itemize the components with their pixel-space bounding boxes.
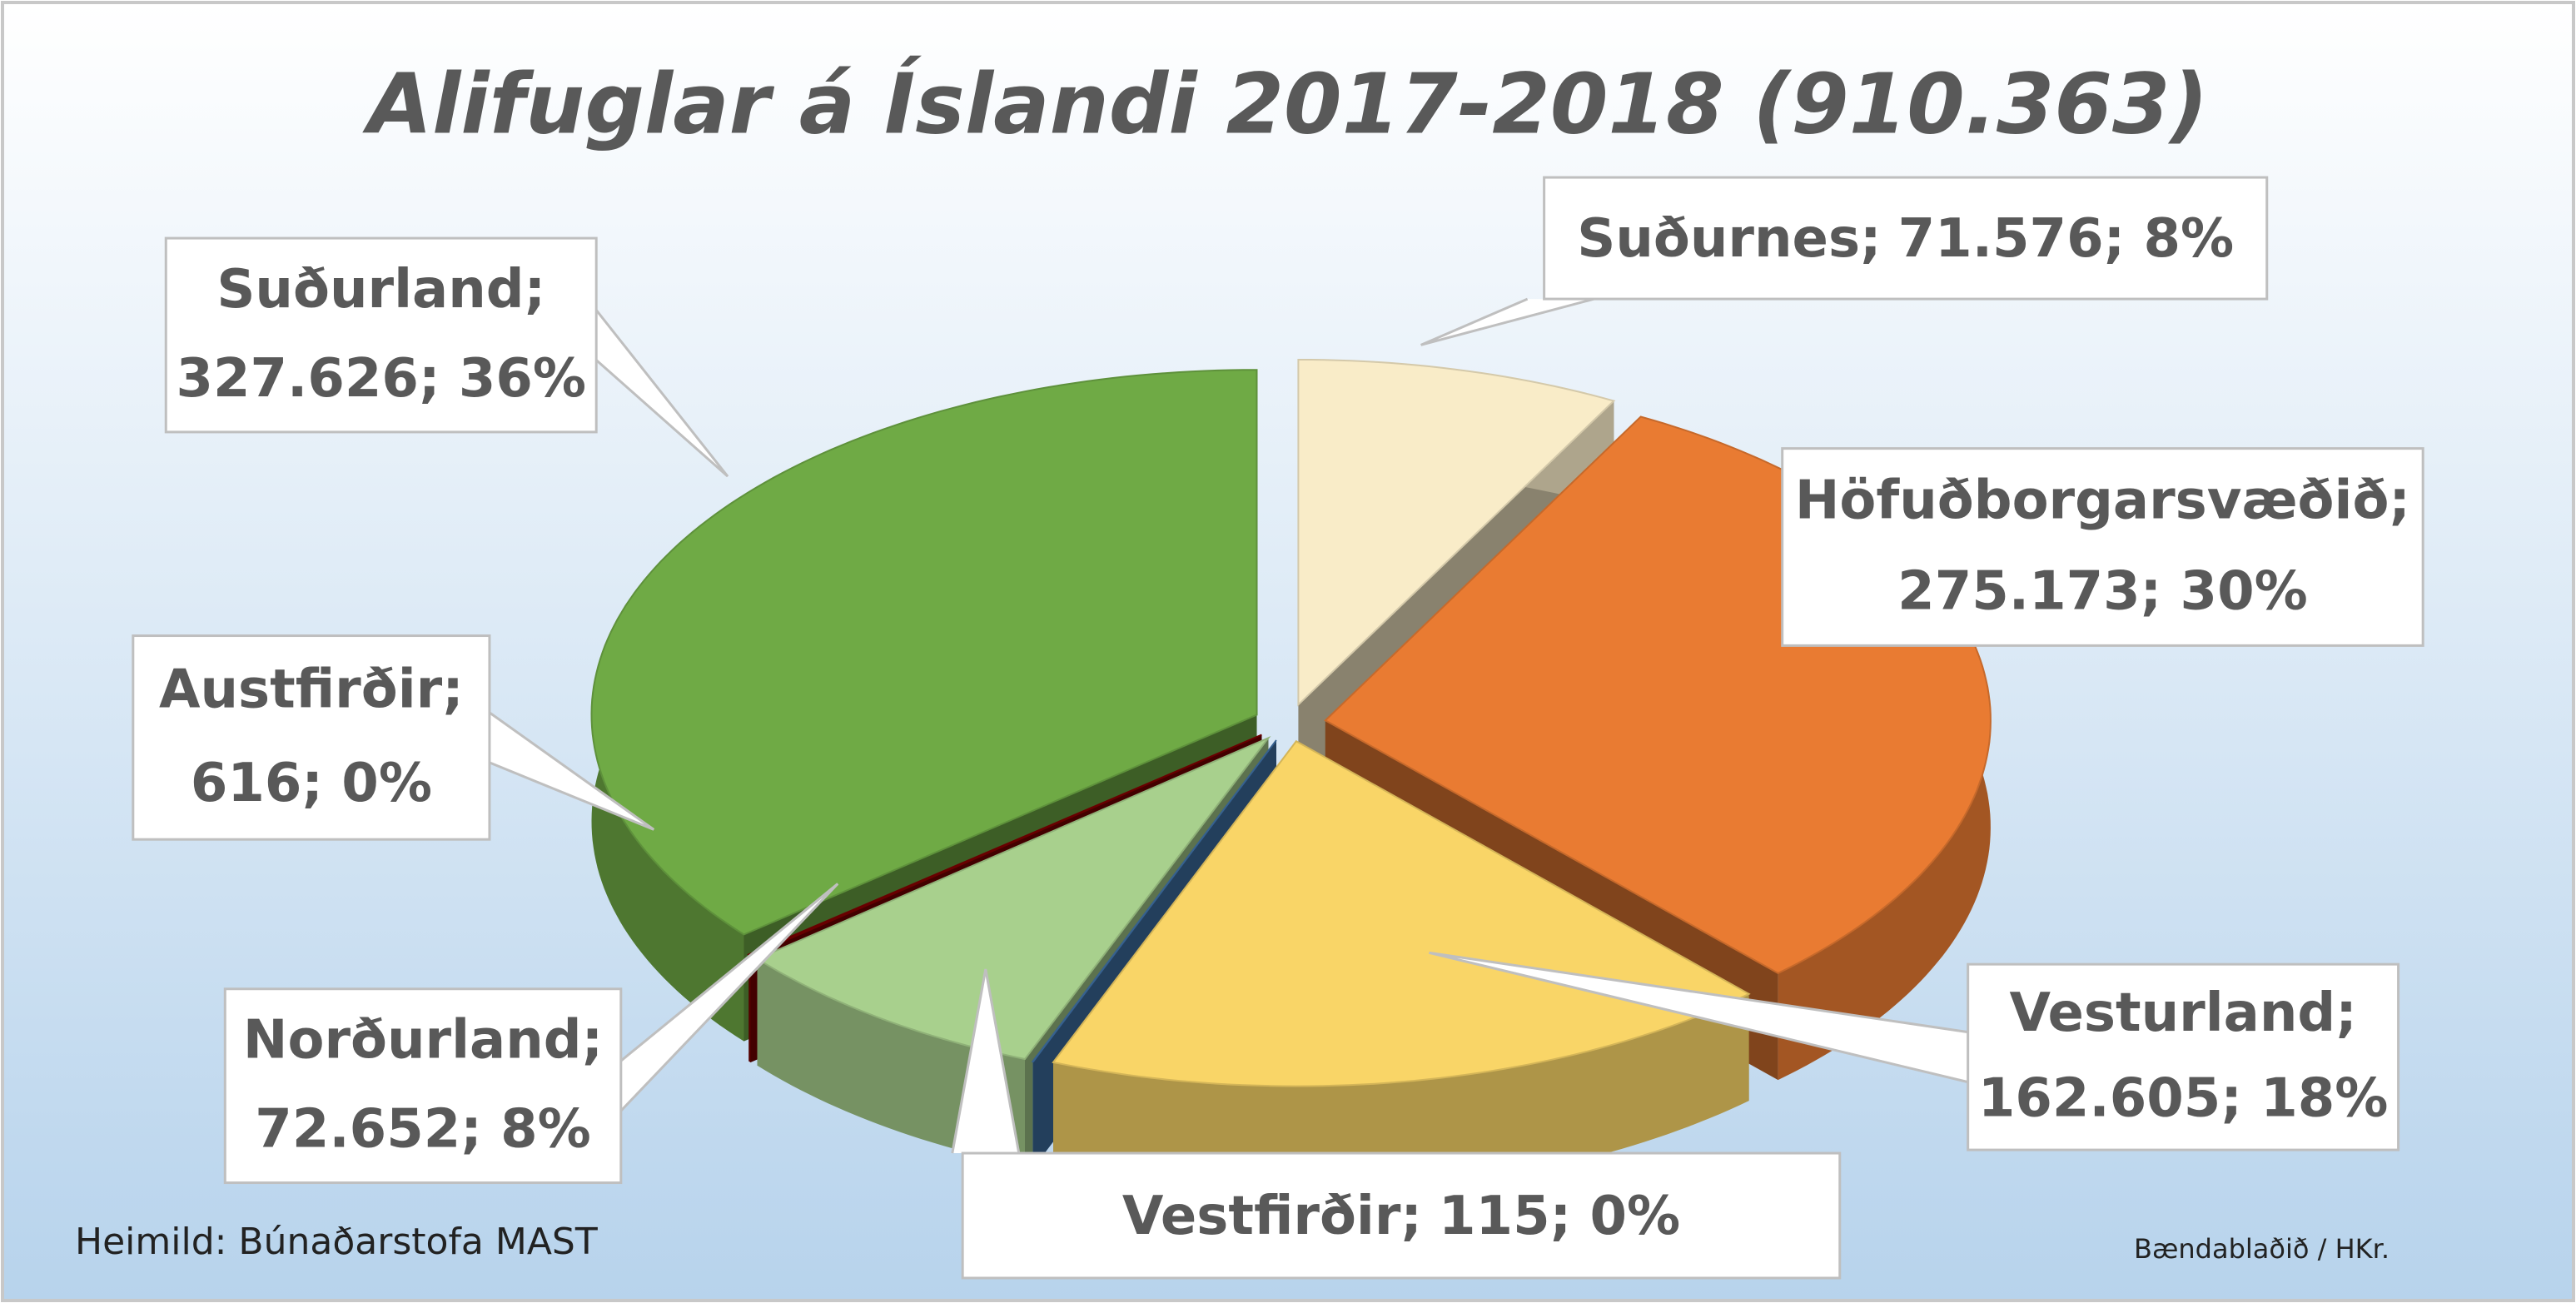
category-label: Norðurland; — [243, 1010, 603, 1072]
slice-side — [748, 954, 751, 1062]
slice — [590, 369, 1258, 936]
category-label: Vesturland; — [2009, 982, 2356, 1044]
value-label: 115; 0% — [1439, 1186, 1680, 1247]
chart-title: Alifuglar á Íslandi 2017-2018 (910.363) — [362, 55, 2209, 152]
data-label: Vestfirðir; 115; 0% — [1122, 1186, 1680, 1247]
label-pointer — [619, 883, 839, 1112]
label-box — [1967, 962, 2400, 1151]
slice-side — [757, 958, 1025, 1166]
labels: Suðurnes; 71.576; 8% Höfuðborgarsvæðið; 275… — [132, 176, 2424, 1280]
label-pointer — [595, 309, 729, 478]
label-pointer — [489, 711, 655, 831]
label-pointer — [951, 968, 1021, 1154]
category-label: Suðurnes; — [1577, 208, 1881, 270]
category-label: Suðurland; — [216, 259, 545, 321]
value-label: 72.652; 8% — [255, 1099, 591, 1161]
label-box — [961, 1151, 1842, 1280]
slice-side — [1053, 993, 1749, 1193]
category-label: Vestfirðir; — [1122, 1186, 1422, 1247]
source: Heimild: Búnaðarstofa MAST — [75, 1221, 598, 1263]
data-label: Suðurnes; 71.576; 8% — [1577, 208, 2234, 270]
value-label: 327.626; 36% — [176, 348, 586, 410]
value-label: 616; 0% — [191, 753, 432, 814]
label-pointer — [1429, 951, 1969, 1084]
slice — [1297, 359, 1616, 707]
credit: Bændablaðið / HKr. — [2134, 1233, 2390, 1265]
value-label: 275.173; 30% — [1897, 560, 2308, 622]
label-pointer — [1420, 297, 1595, 346]
label-box — [132, 634, 491, 841]
value-label: 71.576; 8% — [1898, 208, 2235, 270]
category-label: Austfirðir; — [159, 659, 464, 721]
label-box — [1543, 176, 2269, 301]
label-box — [164, 236, 598, 434]
label-box — [1781, 447, 2424, 647]
slice — [1031, 739, 1277, 1062]
label-box — [223, 987, 623, 1185]
value-label: 162.605; 18% — [1978, 1068, 2389, 1130]
slice-side — [1032, 1061, 1034, 1168]
slice — [1052, 739, 1751, 1087]
category-label: Höfuðborgarsvæðið; — [1795, 470, 2410, 531]
